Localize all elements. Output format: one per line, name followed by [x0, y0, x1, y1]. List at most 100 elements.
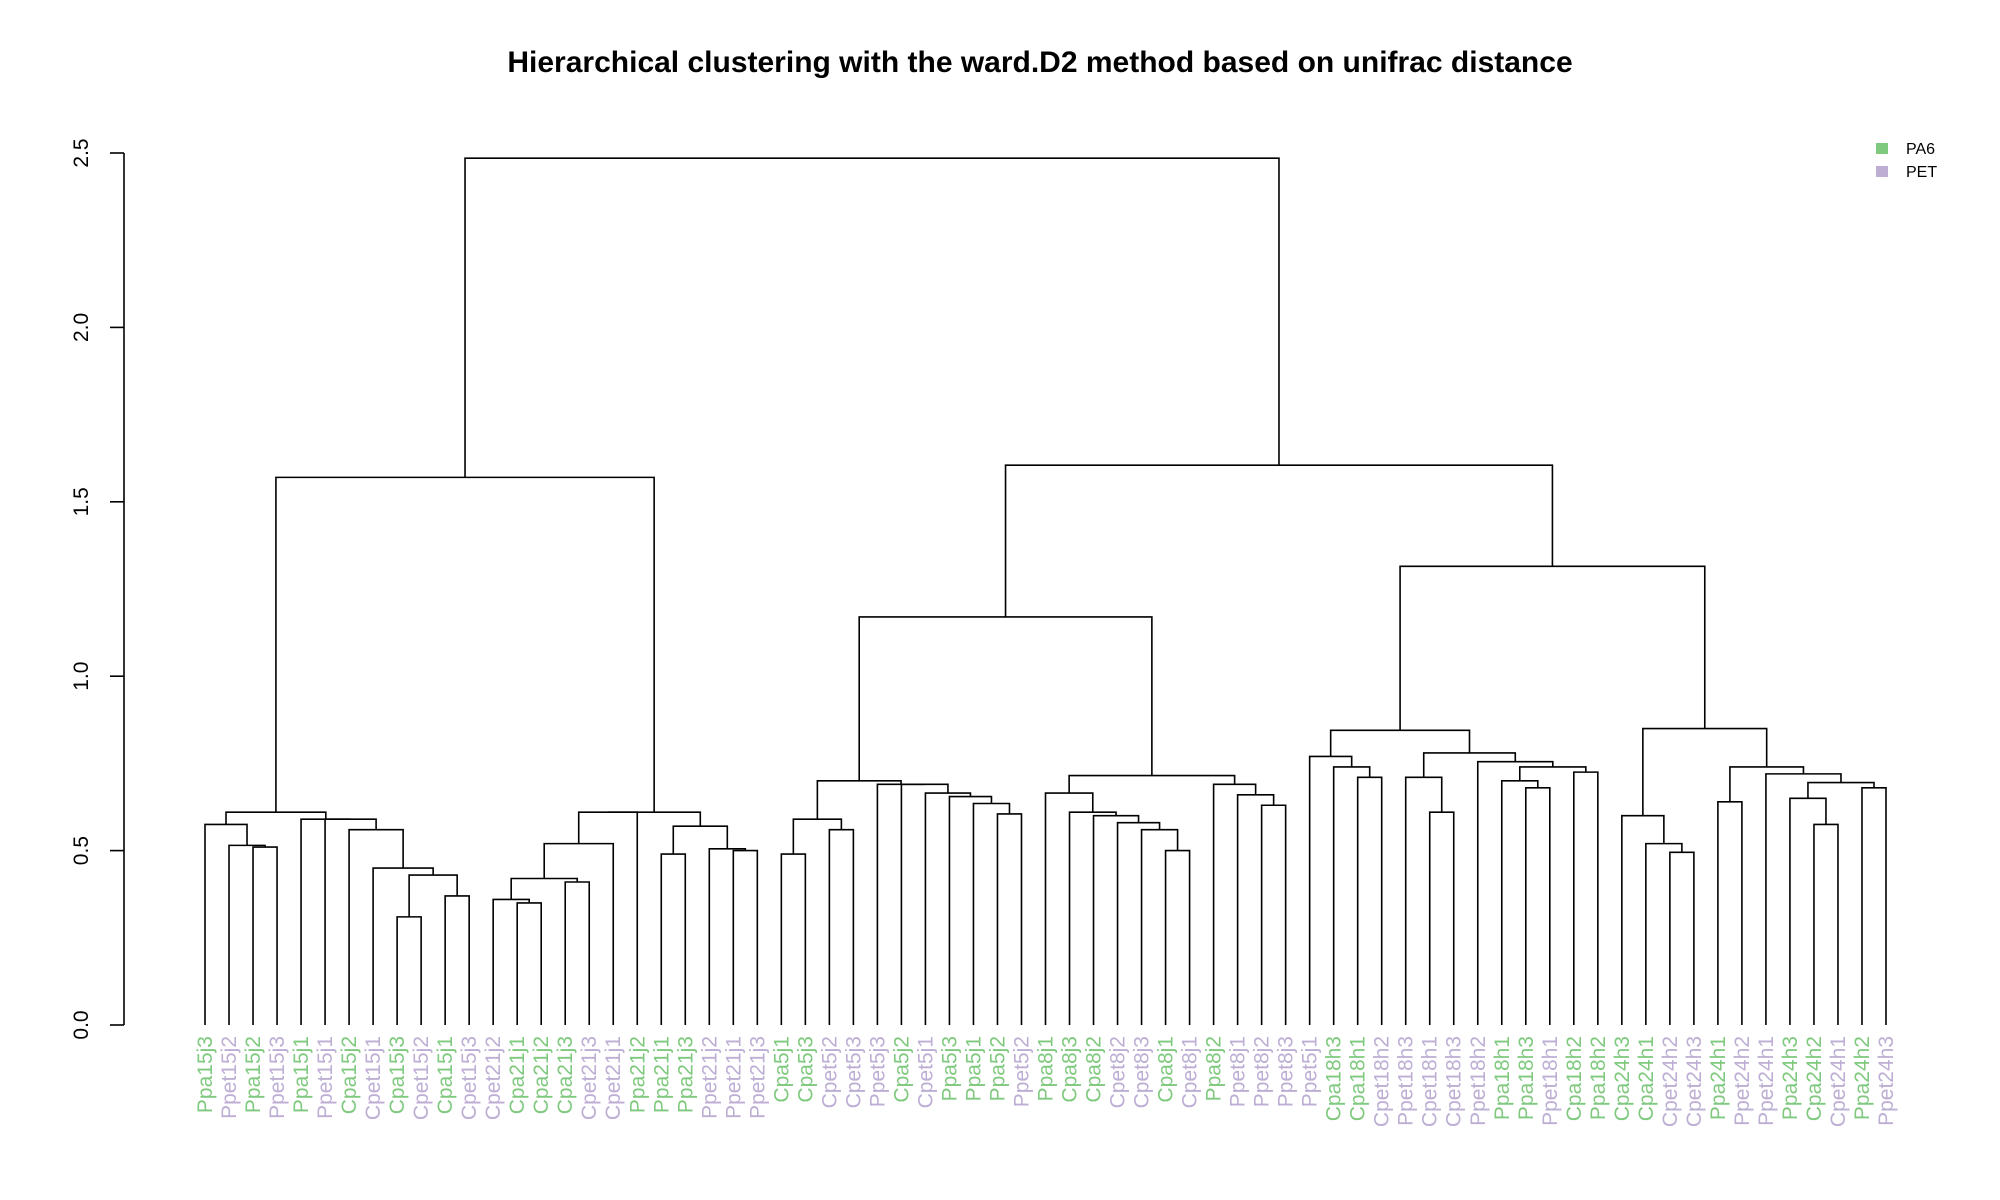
leaf-label: Ppa21j1 — [650, 1036, 673, 1113]
leaf-label: Cpa24h1 — [1635, 1036, 1658, 1121]
leaf-label: Ppet21j1 — [722, 1036, 745, 1119]
legend-swatch-pa6 — [1876, 143, 1888, 154]
legend: PA6 PET — [1876, 141, 1937, 181]
leaf-label: Ppa24h1 — [1707, 1036, 1730, 1120]
dendrogram-merge-28 — [948, 795, 993, 1025]
leaf-label: Ppa24h3 — [1779, 1036, 1802, 1120]
dendrogram-merge-33 — [1164, 849, 1191, 1025]
dendrogram-merge-16 — [577, 811, 639, 1025]
leaf-label: Ppa24h2 — [1851, 1036, 1874, 1120]
leaf-label: Ppa8j2 — [1203, 1036, 1226, 1101]
chart-title: Hierarchical clustering with the ward.D2… — [507, 46, 1572, 79]
y-tick-label: 0.5 — [70, 836, 93, 865]
leaf-label: Cpet8j2 — [1107, 1036, 1130, 1108]
dendrogram-merge-25 — [792, 818, 843, 855]
leaf-label: Ppa18h2 — [1587, 1036, 1610, 1120]
leaf-label: Cpa8j3 — [1059, 1036, 1082, 1103]
leaf-label: Cpa15j3 — [386, 1036, 409, 1114]
dendrogram-merge-56 — [1669, 851, 1695, 1025]
leaf-label: Cpa8j2 — [1083, 1036, 1106, 1103]
leaf-label: Ppet18h3 — [1395, 1036, 1418, 1126]
leaf-label: Ppa5j1 — [962, 1036, 985, 1101]
legend-label-pa6: PA6 — [1906, 141, 1935, 158]
dendrogram-merge-41 — [1212, 783, 1257, 1025]
dendrogram-merge-31 — [876, 783, 925, 1025]
dendrogram-merge-67 — [1399, 565, 1706, 731]
dendrogram-merge-40 — [1236, 793, 1275, 1025]
leaf-label: Cpet5j1 — [914, 1036, 937, 1108]
y-tick-label: 0.0 — [70, 1010, 93, 1039]
leaf-label: Ppa15j1 — [290, 1036, 313, 1113]
leaf-label: Ppet18h1 — [1539, 1036, 1562, 1126]
dendrogram-merge-61 — [1861, 787, 1887, 1025]
dendrogram-merge-44 — [1356, 776, 1383, 1025]
dendrogram-merge-11 — [516, 902, 542, 1025]
leaf-label: Ppet24h3 — [1875, 1036, 1898, 1126]
dendrogram-merge-58 — [1621, 814, 1665, 1025]
dendrogram-merge-34 — [1140, 828, 1179, 1025]
y-tick-label: 1.5 — [70, 487, 93, 516]
leaf-label: Ppet15j3 — [266, 1036, 289, 1119]
leaf-label: Ppa5j3 — [938, 1036, 961, 1101]
dendrogram-merge-21 — [607, 811, 702, 827]
legend-swatch-pet — [1876, 166, 1888, 177]
dendrogram-merge-49 — [1524, 787, 1551, 1025]
dendrogram-merge-24 — [828, 828, 855, 1025]
leaf-label: Cpet8j3 — [1131, 1036, 1154, 1108]
leaf-label: Cpet15j1 — [362, 1036, 385, 1120]
leaf-label: Ppet5j2 — [1010, 1036, 1033, 1107]
dendrogram-merge-42 — [1068, 774, 1236, 794]
dendrogram-merge-23 — [780, 853, 807, 1025]
dendrogram-merge-0 — [252, 846, 278, 1025]
leaf-label: Cpa5j3 — [794, 1036, 817, 1103]
dendrogram-merge-29 — [924, 792, 972, 1025]
leaf-label: Ppet8j1 — [1227, 1036, 1250, 1107]
leaf-label: Ppa18h1 — [1491, 1036, 1514, 1120]
dendrogram-merge-43 — [858, 616, 1153, 781]
dendrogram-merge-19 — [708, 848, 747, 1025]
dendrogram-merge-10 — [225, 811, 327, 825]
leaf-label: Cpa24h2 — [1803, 1036, 1826, 1121]
dendrogram-merge-7 — [348, 828, 404, 1025]
dendrogram-merge-51 — [1573, 771, 1599, 1025]
dendrogram-merge-47 — [1428, 811, 1455, 1025]
leaf-label: Cpa21j3 — [554, 1036, 577, 1114]
leaf-label: Cpa24h3 — [1611, 1036, 1634, 1121]
leaf-label: Ppet15j1 — [314, 1036, 337, 1119]
dendrogram-merge-35 — [1116, 821, 1161, 1025]
dendrogram-merge-62 — [1807, 781, 1875, 799]
dendrogram-merge-60 — [1789, 797, 1827, 1025]
leaf-label: Cpet18h2 — [1371, 1036, 1394, 1127]
leaf-label: Cpa5j1 — [770, 1036, 793, 1103]
leaf-label: Cpet21j2 — [482, 1036, 505, 1120]
leaf-label: Cpa5j2 — [890, 1036, 913, 1103]
leaf-labels: Ppa15j3 Ppet15j2 Ppa15j2 Ppet15j3 Ppa15j1 Ppe… — [194, 1036, 1898, 1127]
dendrogram-merge-3 — [396, 916, 422, 1025]
dendrogram-merge-50 — [1500, 780, 1539, 1025]
dendrogram-merge-59 — [1813, 823, 1839, 1025]
leaf-label: Ppa5j2 — [986, 1036, 1009, 1101]
leaf-label: Cpet5j2 — [818, 1036, 841, 1108]
leaf-label: Cpa21j2 — [530, 1036, 553, 1114]
dendrogram-merge-52 — [1518, 766, 1587, 781]
dendrogram-merge-2 — [204, 823, 248, 1025]
leaf-label: Cpa15j2 — [338, 1036, 361, 1114]
leaf-label: Cpa15j1 — [434, 1036, 457, 1114]
dendrogram-merge-36 — [1092, 814, 1140, 1025]
dendrogram-merge-1 — [228, 844, 266, 1025]
dendrogram-merge-69 — [464, 157, 1280, 478]
dendrogram-merge-53 — [1476, 760, 1554, 1025]
leaf-label: Cpet24h2 — [1659, 1036, 1682, 1127]
leaf-label: Ppa15j3 — [194, 1036, 217, 1113]
dendrogram-merge-6 — [372, 867, 434, 1025]
dendrogram-merge-13 — [564, 881, 591, 1025]
dendrogram-merge-39 — [1260, 804, 1287, 1025]
leaf-label: Ppa21j3 — [674, 1036, 697, 1113]
leaf-label: Cpa8j1 — [1155, 1036, 1178, 1103]
leaf-label: Cpa18h2 — [1563, 1036, 1586, 1121]
leaf-label: Ppa18h3 — [1515, 1036, 1538, 1120]
dendrogram-merge-68 — [1004, 464, 1554, 617]
dendrogram-merge-22 — [275, 476, 655, 813]
dendrogram-branches — [204, 157, 1887, 1025]
